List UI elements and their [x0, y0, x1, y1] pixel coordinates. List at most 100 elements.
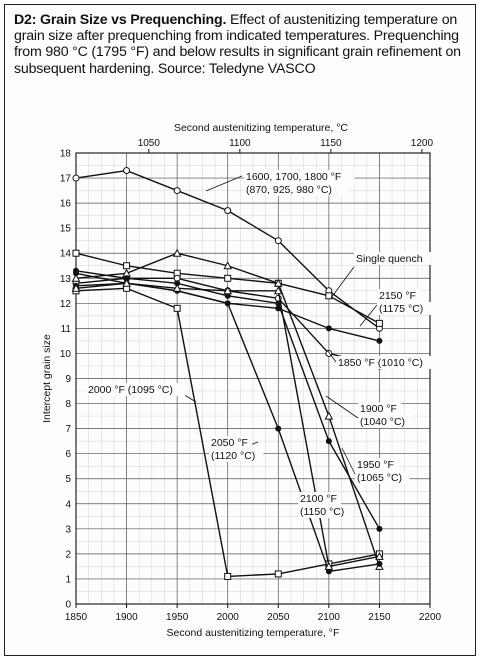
data-point	[325, 438, 332, 445]
x2-axis-label: Second austenitizing temperature, °C	[174, 122, 348, 134]
figure-caption: D2: Grain Size vs Prequenching. Effect o…	[14, 12, 466, 77]
data-point	[174, 280, 181, 287]
data-point	[273, 286, 283, 295]
x2-tick-label: 1200	[411, 138, 434, 149]
data-point	[72, 174, 80, 182]
y-tick-label: 0	[65, 600, 71, 611]
x-tick-label: 1900	[115, 612, 138, 623]
annotation-backdrop	[298, 492, 342, 505]
data-point	[324, 411, 334, 420]
data-point	[71, 283, 81, 292]
y-tick-label: 15	[60, 224, 72, 235]
x-tick-label: 2150	[368, 612, 391, 623]
data-point	[223, 261, 233, 270]
annotation-leader	[330, 266, 355, 299]
figure-frame	[4, 4, 476, 656]
data-point	[274, 237, 282, 245]
y-tick-label: 16	[60, 199, 72, 210]
x-tick-label: 1850	[65, 612, 88, 623]
data-point	[123, 275, 130, 282]
y-tick-label: 3	[65, 524, 71, 535]
annotation-backdrop	[358, 402, 402, 415]
data-point	[375, 551, 384, 560]
y-tick-label: 18	[60, 149, 72, 160]
data-point	[376, 525, 383, 532]
y-tick-label: 5	[65, 474, 71, 485]
y-tick-label: 2	[65, 549, 71, 560]
y-tick-label: 14	[60, 249, 72, 260]
x-tick-label: 1950	[166, 612, 189, 623]
data-point	[123, 262, 131, 270]
annotation-leader	[359, 304, 378, 327]
data-point	[274, 570, 282, 578]
y-axis-label: Intercept grain size	[41, 334, 53, 423]
x-axis-label: Second austenitizing temperature, °F	[167, 627, 340, 639]
data-point	[172, 248, 182, 257]
series-annotation-label: (870, 925, 980 °C)	[246, 184, 332, 196]
data-point	[324, 561, 334, 570]
data-point	[173, 304, 181, 312]
data-point	[376, 337, 383, 344]
data-point	[122, 278, 131, 287]
series-annotation-label: (1065 °C)	[357, 472, 402, 484]
annotation-backdrop	[355, 458, 399, 471]
annotation-leader	[326, 349, 337, 363]
annotation-backdrop	[298, 505, 353, 518]
data-point	[73, 267, 79, 274]
y-tick-label: 13	[60, 274, 72, 285]
series-annotation-label: 2100 °F	[300, 493, 337, 505]
series-annotation-label: 2150 °F	[379, 290, 416, 302]
x-tick-label: 2000	[217, 612, 240, 623]
y-tick-label: 11	[61, 324, 72, 335]
series-annotation-label: 1900 °F	[360, 403, 397, 415]
data-point	[224, 572, 232, 580]
annotation-backdrop	[358, 415, 413, 428]
y-tick-label: 10	[60, 349, 72, 360]
data-point	[224, 300, 231, 307]
annotation-backdrop	[354, 252, 431, 265]
data-point	[123, 167, 131, 175]
data-point	[375, 319, 383, 327]
data-point	[223, 286, 233, 295]
annotation-backdrop	[377, 289, 421, 302]
y-tick-label: 8	[65, 399, 71, 410]
series-annotation-label: 1950 °F	[357, 459, 394, 471]
series-annotation-label: (1175 °C)	[379, 303, 423, 315]
y-tick-label: 9	[65, 374, 71, 385]
annotation-backdrop	[86, 383, 186, 396]
annotation-backdrop	[377, 302, 432, 315]
series-annotation-label: 2050 °F	[211, 437, 248, 449]
annotation-leader	[325, 395, 359, 419]
data-point	[72, 249, 80, 257]
data-point	[173, 187, 181, 195]
y-tick-label: 12	[60, 299, 72, 310]
annotation-backdrop	[244, 183, 349, 196]
data-point	[172, 283, 182, 292]
data-point	[224, 274, 232, 282]
annotation-backdrop	[355, 471, 410, 484]
x2-tick-label: 1100	[229, 138, 251, 149]
data-point	[224, 292, 231, 299]
x-tick-label: 2200	[419, 612, 442, 623]
caption-lead: D2: Grain Size vs Prequenching.	[14, 12, 227, 28]
caption-body: Effect of austenitizing temperature on g…	[14, 12, 461, 77]
data-point	[71, 273, 81, 282]
series-annotation-label: (1120 °C)	[211, 450, 255, 462]
y-tick-label: 1	[65, 574, 71, 585]
annotation-backdrop	[244, 170, 355, 183]
x2-tick-label: 1150	[320, 138, 342, 149]
annotation-leader	[341, 447, 356, 475]
x2-tick-label: 1050	[138, 138, 161, 149]
series-annotation-label: (1040 °C)	[360, 416, 405, 428]
y-tick-label: 7	[65, 424, 71, 435]
y-tick-label: 4	[65, 499, 71, 510]
annotation-leader	[205, 175, 243, 192]
series-annotation-label: 1600, 1700, 1800 °F	[246, 171, 341, 183]
y-tick-label: 17	[60, 174, 72, 185]
annotation-backdrop	[336, 356, 436, 369]
x-tick-label: 2100	[318, 612, 341, 623]
y-tick-label: 6	[65, 449, 71, 460]
plot-border	[75, 152, 431, 605]
series-annotation-label: 1850 °F (1010 °C)	[338, 357, 423, 369]
